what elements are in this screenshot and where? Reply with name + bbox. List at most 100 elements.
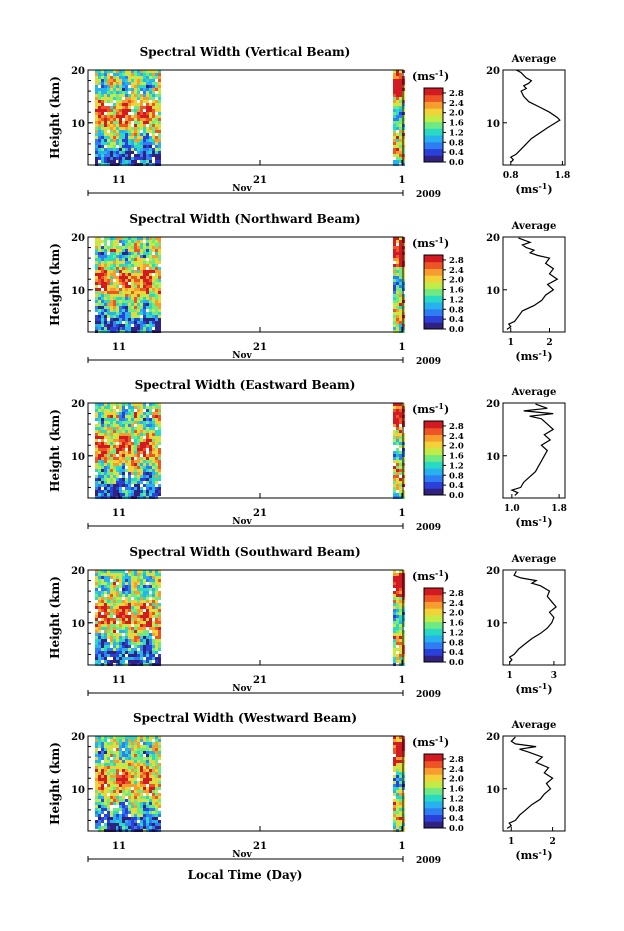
colorbar-title-close: ) [444, 736, 449, 749]
heatmap-cell [119, 799, 122, 802]
heatmap-cell [113, 106, 116, 109]
heatmap-cell [95, 243, 98, 246]
heatmap-cell [134, 582, 137, 585]
heatmap-cell [396, 430, 399, 433]
colorbar-swatch [424, 801, 443, 809]
heatmap-cell [104, 657, 107, 660]
heatmap-cell [122, 754, 125, 757]
heatmap-cell [137, 802, 140, 805]
heatmap-cell [393, 582, 396, 585]
heatmap-cell [396, 148, 399, 151]
heatmap-cell [125, 324, 128, 327]
heatmap-cell [98, 270, 101, 273]
heatmap-cell [149, 808, 152, 811]
heatmap-cell [122, 121, 125, 124]
heatmap-cell [110, 787, 113, 790]
heatmap-cell [152, 472, 155, 475]
heatmap-cell [140, 790, 143, 793]
heatmap-cell [131, 448, 134, 451]
heatmap-cell [396, 97, 399, 100]
heatmap-cell [155, 787, 158, 790]
heatmap-cell [134, 484, 137, 487]
heatmap-cell [149, 279, 152, 282]
heatmap-cell [396, 769, 399, 772]
heatmap-cell [95, 570, 98, 573]
heatmap-cell [95, 79, 98, 82]
heatmap-cell [104, 412, 107, 415]
heatmap-cell [101, 403, 104, 406]
heatmap-cell [119, 769, 122, 772]
x-tick-label: 21 [253, 508, 267, 519]
heatmap-cell [113, 630, 116, 633]
heatmap-cell [101, 478, 104, 481]
heatmap-cell [101, 91, 104, 94]
heatmap-cell [113, 285, 116, 288]
heatmap-cell [113, 139, 116, 142]
heatmap-cell [110, 570, 113, 573]
heatmap-cell [146, 303, 149, 306]
heatmap-cell [119, 427, 122, 430]
y-tick-label: 20 [71, 566, 85, 577]
heatmap-cell [128, 133, 131, 136]
heatmap-cell [396, 739, 399, 742]
heatmap-cell [134, 796, 137, 799]
panel-title: Spectral Width (Northward Beam) [129, 212, 360, 226]
heatmap-cell [122, 630, 125, 633]
heatmap-cell [116, 148, 119, 151]
heatmap-cell [143, 258, 146, 261]
heatmap-cell [104, 799, 107, 802]
heatmap-cell [116, 787, 119, 790]
heatmap-cell [149, 258, 152, 261]
average-x-label-close: ) [547, 350, 552, 363]
heatmap-cell [155, 790, 158, 793]
heatmap-cell [101, 769, 104, 772]
heatmap-cell [134, 618, 137, 621]
heatmap-cell [143, 636, 146, 639]
heatmap-cell [116, 790, 119, 793]
heatmap-cell [125, 112, 128, 115]
heatmap-cell [98, 645, 101, 648]
heatmap-cell [393, 309, 396, 312]
heatmap-cell [104, 660, 107, 663]
heatmap-cell [119, 261, 122, 264]
heatmap-cell [396, 754, 399, 757]
heatmap-cell [396, 606, 399, 609]
heatmap-cell [134, 291, 137, 294]
heatmap-cell [149, 621, 152, 624]
heatmap-cell [137, 466, 140, 469]
heatmap-cell [122, 94, 125, 97]
heatmap-cell [152, 412, 155, 415]
heatmap-cell [137, 252, 140, 255]
heatmap-cell [396, 585, 399, 588]
heatmap-cell [399, 778, 402, 781]
heatmap-cell [131, 781, 134, 784]
heatmap-cell [113, 261, 116, 264]
heatmap-cell [140, 760, 143, 763]
heatmap-cell [149, 814, 152, 817]
heatmap-cell [143, 760, 146, 763]
heatmap-cell [396, 118, 399, 121]
heatmap-cell [128, 817, 131, 820]
colorbar-swatch [424, 288, 443, 296]
heatmap-cell [131, 436, 134, 439]
heatmap-cell [134, 766, 137, 769]
heatmap-cell [396, 442, 399, 445]
heatmap-cell [137, 112, 140, 115]
heatmap-cell [158, 778, 161, 781]
heatmap-cell [143, 811, 146, 814]
heatmap-cell [158, 642, 161, 645]
heatmap-cell [134, 585, 137, 588]
heatmap-cell [125, 594, 128, 597]
heatmap-cell [143, 88, 146, 91]
heatmap-cell [119, 451, 122, 454]
heatmap-cell [122, 621, 125, 624]
heatmap-cell [155, 415, 158, 418]
heatmap-cell [98, 79, 101, 82]
heatmap-cell [116, 609, 119, 612]
heatmap-cell [155, 412, 158, 415]
heatmap-cell [122, 133, 125, 136]
heatmap-cell [95, 237, 98, 240]
heatmap-cell [131, 796, 134, 799]
heatmap-cell [152, 261, 155, 264]
heatmap-cell [101, 609, 104, 612]
